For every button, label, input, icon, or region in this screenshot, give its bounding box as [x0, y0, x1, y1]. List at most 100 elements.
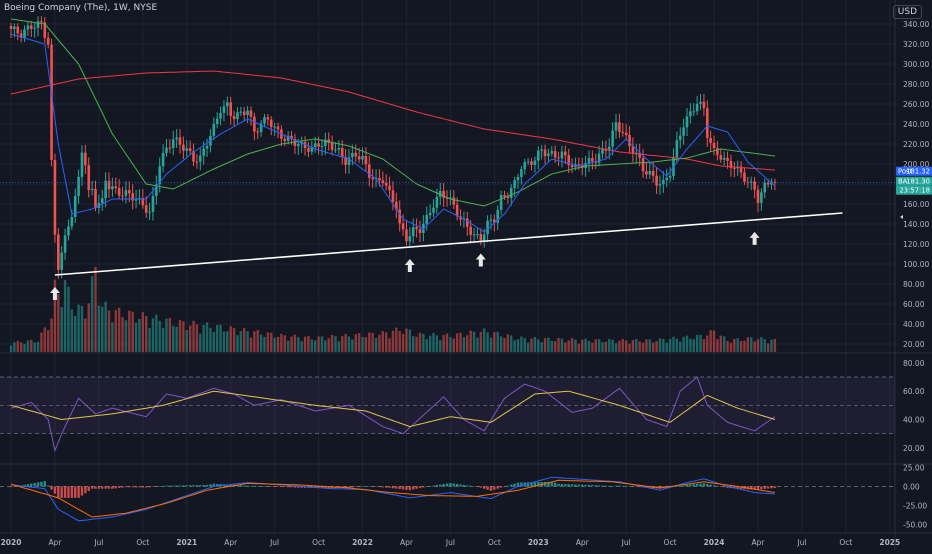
volume-bar — [63, 280, 67, 352]
macd-hist-bar — [405, 486, 408, 490]
up-arrow-icon — [475, 253, 486, 267]
volume-bar — [209, 327, 212, 352]
volume-bar — [43, 327, 46, 352]
volume-bar — [195, 324, 199, 352]
macd-hist-bar — [449, 483, 452, 487]
volume-bar — [638, 341, 641, 352]
candle-body — [151, 195, 155, 212]
time-tick-label: Jul — [445, 538, 455, 547]
volume-bar — [520, 336, 523, 352]
candle-body — [256, 131, 260, 133]
macd-hist-bar — [107, 486, 111, 489]
macd-hist-bar — [236, 485, 239, 487]
price-tag-value: 23:57:18 — [899, 187, 930, 195]
trendline-layer[interactable] — [54, 212, 843, 276]
macd-hist-bar — [719, 486, 722, 487]
macd-hist-bar — [486, 486, 489, 490]
candle-body — [307, 147, 310, 152]
volume-bar — [398, 330, 401, 352]
candle-body — [134, 198, 138, 201]
macd-hist-bar — [182, 485, 185, 487]
up-arrow-icon — [749, 231, 760, 245]
macd-hist-bar — [591, 485, 594, 487]
macd-hist-bar — [503, 486, 506, 487]
volume-bar — [658, 338, 662, 352]
candle-body — [320, 146, 324, 148]
candle-body — [43, 22, 47, 38]
candle-body — [678, 135, 682, 141]
macd-hist-bar — [736, 486, 739, 489]
volume-bar — [564, 342, 567, 352]
macd-hist-bar — [188, 485, 192, 487]
macd-hist-bar — [74, 486, 77, 498]
volume-bar — [236, 335, 239, 352]
volume-bar — [256, 330, 259, 352]
volume-bar — [530, 338, 533, 352]
macd-hist-bar — [395, 486, 398, 489]
macd-hist-bar — [347, 486, 351, 488]
macd-hist-bar — [259, 486, 263, 487]
macd-hist-bar — [520, 482, 523, 487]
candle-body — [26, 25, 30, 30]
time-tick-label: Oct — [664, 538, 677, 547]
time-tick-label: 2022 — [352, 538, 373, 547]
volume-bar — [675, 338, 679, 352]
candle-body — [46, 37, 50, 45]
macd-hist-bar — [415, 486, 418, 489]
candle-body — [178, 137, 182, 145]
candle-body — [290, 135, 293, 139]
macd-hist-bar — [476, 486, 479, 487]
candle-body — [682, 127, 685, 136]
arrow-annotations — [49, 231, 760, 300]
volume-bar — [766, 343, 770, 352]
macd-hist-bar — [124, 486, 128, 488]
candle-body — [33, 27, 36, 29]
currency-button[interactable]: USD — [892, 5, 922, 19]
macd-hist-bar — [320, 486, 324, 489]
macd-hist-bar — [357, 486, 361, 487]
macd-hist-bar — [574, 484, 577, 487]
candle-body — [587, 158, 591, 164]
candle-body — [442, 190, 445, 198]
macd-hist-bar — [510, 484, 513, 487]
macd-hist-bar — [46, 485, 50, 487]
volume-bar — [239, 330, 243, 352]
volume-bar — [280, 333, 283, 352]
volume-bar — [53, 279, 57, 352]
candle-body — [668, 175, 672, 178]
volume-bar — [459, 332, 462, 352]
macd-hist-bar — [401, 486, 405, 490]
candle-body — [760, 192, 763, 203]
macd-hist-bar — [161, 485, 165, 487]
volume-bar — [327, 338, 330, 352]
candle-body — [222, 106, 226, 113]
volume-bar — [533, 336, 537, 352]
candle-body — [334, 149, 337, 151]
candle-body — [408, 236, 412, 242]
candle-body — [19, 33, 23, 38]
macd-hist-bar — [26, 484, 30, 487]
volume-bar — [550, 340, 553, 352]
chart-title: Boeing Company (The), 1W, NYSE — [4, 3, 158, 13]
volume-bar — [185, 329, 188, 352]
chevron-left-icon — [900, 215, 903, 219]
macd-hist-bar — [30, 483, 33, 487]
macd-hist-bar — [276, 486, 280, 487]
volume-bar — [773, 338, 777, 352]
volume-bar — [689, 338, 692, 352]
macd-hist-bar — [212, 483, 215, 487]
macd-hist-bar — [43, 481, 46, 487]
volume-bar — [604, 341, 608, 352]
candle-body — [445, 197, 449, 199]
volume-bar — [344, 333, 347, 352]
price-tag-bg — [896, 176, 932, 186]
macd-hist-bar — [67, 486, 70, 498]
volume-bar — [709, 330, 712, 352]
candle-body — [557, 157, 560, 159]
volume-bar — [107, 310, 111, 352]
candle-body — [597, 153, 601, 163]
macd-hist-bar — [297, 486, 300, 488]
volume-bar — [175, 326, 178, 352]
macd-hist-bar — [178, 485, 182, 487]
